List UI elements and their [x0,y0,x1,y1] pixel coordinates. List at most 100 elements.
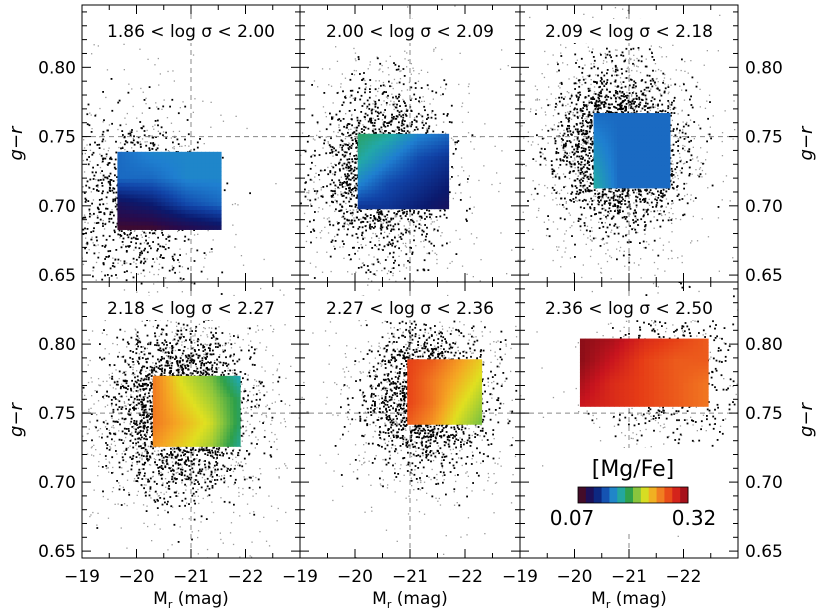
scatter-point [609,255,611,257]
scatter-point [406,66,408,68]
mgfe-cell [153,151,158,157]
scatter-point [318,174,320,176]
scatter-point [387,124,389,127]
scatter-point [364,118,366,121]
scatter-point [373,273,376,276]
mgfe-cell [431,174,436,180]
scatter-point [114,198,117,200]
mgfe-cell [177,190,182,196]
mgfe-cell [205,225,210,230]
scatter-point [368,103,371,106]
scatter-point [400,331,401,332]
scatter-point [363,125,365,128]
mgfe-cell [133,167,138,172]
scatter-point [88,249,90,251]
scatter-point [415,126,418,129]
mgfe-cell [181,194,186,199]
scatter-point [114,259,116,262]
scatter-point [321,196,324,198]
scatter-point [205,254,207,256]
mgfe-cell [157,155,162,161]
mgfe-cell [438,189,443,195]
mgfe-cell [371,145,376,150]
scatter-point [306,225,308,227]
scatter-point [415,245,417,247]
mgfe-cell [153,171,158,176]
scatter-point [392,117,395,120]
scatter-point [167,247,170,249]
scatter-point [29,225,30,226]
scatter-point [78,174,79,175]
scatter-point [450,137,453,139]
scatter-point [408,261,411,264]
scatter-point [655,104,657,106]
mgfe-cell [406,137,411,142]
scatter-point [176,238,178,240]
scatter-point [64,171,66,173]
mgfe-cell [431,163,436,169]
scatter-point [383,91,386,93]
mgfe-cell [209,213,214,219]
scatter-point [655,70,657,72]
mgfe-cell [417,178,422,184]
scatter-point [455,148,457,150]
mgfe-cell [392,197,397,202]
panel-label-bg [310,19,510,43]
mgfe-cell [378,152,383,157]
scatter-point [384,109,386,111]
mgfe-cell [392,201,397,206]
scatter-point [90,238,93,241]
mgfe-cell [141,175,146,180]
scatter-point [304,188,306,191]
scatter-point [398,96,400,98]
scatter-point [370,119,373,122]
mgfe-cell [173,178,178,184]
scatter-point [136,141,139,144]
scatter-point [334,171,337,174]
scatter-point [446,113,449,115]
scatter-point [113,288,114,289]
scatter-point [156,106,158,108]
scatter-point [139,121,142,123]
scatter-point [124,149,126,151]
scatter-point [398,236,400,238]
scatter-point [419,215,421,218]
scatter-point [293,75,294,76]
scatter-point [414,87,417,89]
scatter-point [90,191,92,193]
scatter-point [139,141,141,143]
scatter-point [306,191,308,194]
mgfe-cell [406,171,411,176]
scatter-point [353,194,355,197]
mgfe-cell [375,182,380,187]
scatter-point [377,248,380,251]
scatter-point [109,190,112,192]
scatter-point [357,227,360,230]
scatter-point [390,228,393,231]
scatter-point [382,222,384,224]
scatter-point [58,306,59,307]
scatter-point [398,228,400,231]
mgfe-cell [189,171,194,176]
mgfe-cell [406,133,411,139]
mgfe-cell [133,171,138,176]
mgfe-cell [438,141,443,146]
scatter-point [354,58,356,60]
scatter-point [349,212,352,215]
mgfe-cell [410,167,415,172]
scatter-point [386,243,388,246]
scatter-point [371,247,374,249]
scatter-point [311,114,314,117]
mgfe-cell [434,141,439,146]
scatter-point [381,225,384,227]
scatter-point [469,196,471,198]
scatter-point [379,262,381,265]
scatter-point [329,205,331,207]
scatter-point [172,258,174,260]
scatter-point [80,186,81,187]
mgfe-cell [385,163,390,169]
mgfe-cell [441,204,446,210]
scatter-point [352,246,354,249]
scatter-point [568,154,570,157]
scatter-point [356,184,359,187]
